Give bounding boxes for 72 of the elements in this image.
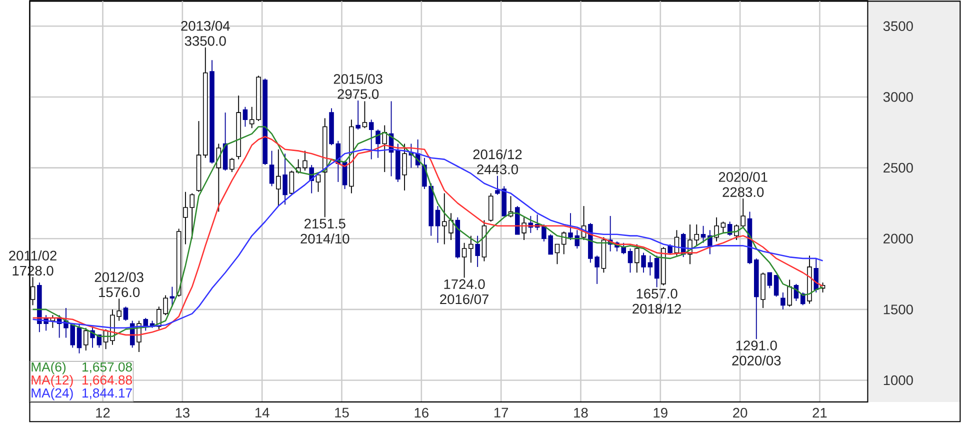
candlestick — [230, 158, 234, 173]
x-tick-label: 19 — [654, 408, 668, 418]
candlestick — [774, 275, 779, 298]
annotation: 2151.5 2014/10 — [300, 218, 350, 244]
y-tick-label: 3500 — [883, 22, 913, 32]
y-tick-label: 1000 — [884, 376, 913, 386]
candlestick — [435, 206, 440, 244]
annotation: 2016/12 2443.0 — [473, 149, 522, 175]
candlestick — [522, 217, 526, 241]
x-tick-label: 15 — [335, 408, 349, 418]
candlestick — [694, 224, 700, 246]
annotation: 1657.0 2018/12 — [632, 289, 681, 314]
candlestick — [561, 231, 566, 255]
candlestick — [368, 119, 374, 160]
text: MA(24) — [32, 388, 73, 400]
candlestick — [76, 323, 82, 354]
text: MA(12) — [32, 375, 73, 388]
candlestick — [634, 244, 640, 274]
annotation: 1,657.08 — [82, 362, 132, 374]
candlestick — [382, 125, 388, 173]
candlestick — [700, 226, 706, 244]
candlestick — [269, 150, 274, 187]
candlestick — [554, 244, 560, 265]
candlestick — [787, 279, 792, 308]
candlestick — [356, 100, 360, 130]
x-tick-label: 14 — [255, 408, 270, 418]
annotation: 2012/03 1576.0 — [94, 272, 144, 298]
candlestick — [767, 272, 772, 289]
candlestick — [402, 143, 407, 192]
x-tick-label: 13 — [176, 408, 190, 418]
annotation: 2020/01 2283.0 — [718, 172, 768, 198]
y-tick-label: 1500 — [884, 304, 913, 315]
annotation: 1724.0 2016/07 — [440, 280, 488, 304]
annotation: 2015/03 2975.0 — [334, 74, 382, 100]
x-tick-label: 21 — [812, 408, 827, 418]
x-tick-label: 16 — [414, 408, 428, 418]
candlestick — [242, 106, 248, 128]
candlestick — [648, 255, 653, 276]
candlestick — [475, 236, 480, 268]
candlestick — [641, 252, 646, 274]
x-tick-label: 17 — [494, 408, 508, 418]
candlestick — [714, 217, 719, 242]
candlestick — [316, 174, 321, 193]
annotation: 1,844.17 — [82, 388, 132, 400]
candlestick — [282, 153, 288, 206]
candlestick — [628, 248, 633, 274]
y-tick-label: 2500 — [884, 163, 913, 173]
candlestick — [289, 170, 294, 196]
annotation: 1291.0 2020/03 — [732, 340, 781, 366]
candlestick — [302, 150, 308, 172]
candlestick — [276, 149, 281, 207]
candlestick — [249, 106, 254, 129]
candlestick — [720, 221, 726, 234]
x-tick-label: 12 — [96, 408, 110, 418]
annotation: 2013/04 3350.0 — [181, 20, 230, 46]
candlestick — [568, 212, 573, 241]
candlestick — [170, 286, 175, 308]
text: MA(6) — [32, 362, 66, 374]
candlestick — [780, 292, 786, 310]
y-tick-label: 2000 — [884, 234, 913, 244]
candlestick — [362, 100, 368, 129]
candlestick — [84, 328, 88, 352]
candlestick — [654, 255, 660, 288]
candlestick — [462, 242, 467, 278]
candlestick — [376, 129, 380, 159]
x-tick-label: 20 — [733, 408, 748, 418]
x-tick-label: 18 — [574, 408, 588, 418]
y-tick-label: 3000 — [883, 92, 913, 102]
candlestick — [668, 244, 672, 255]
annotation: 1,664.88 — [82, 376, 132, 386]
candlestick — [468, 236, 474, 264]
candlestick — [123, 306, 128, 322]
